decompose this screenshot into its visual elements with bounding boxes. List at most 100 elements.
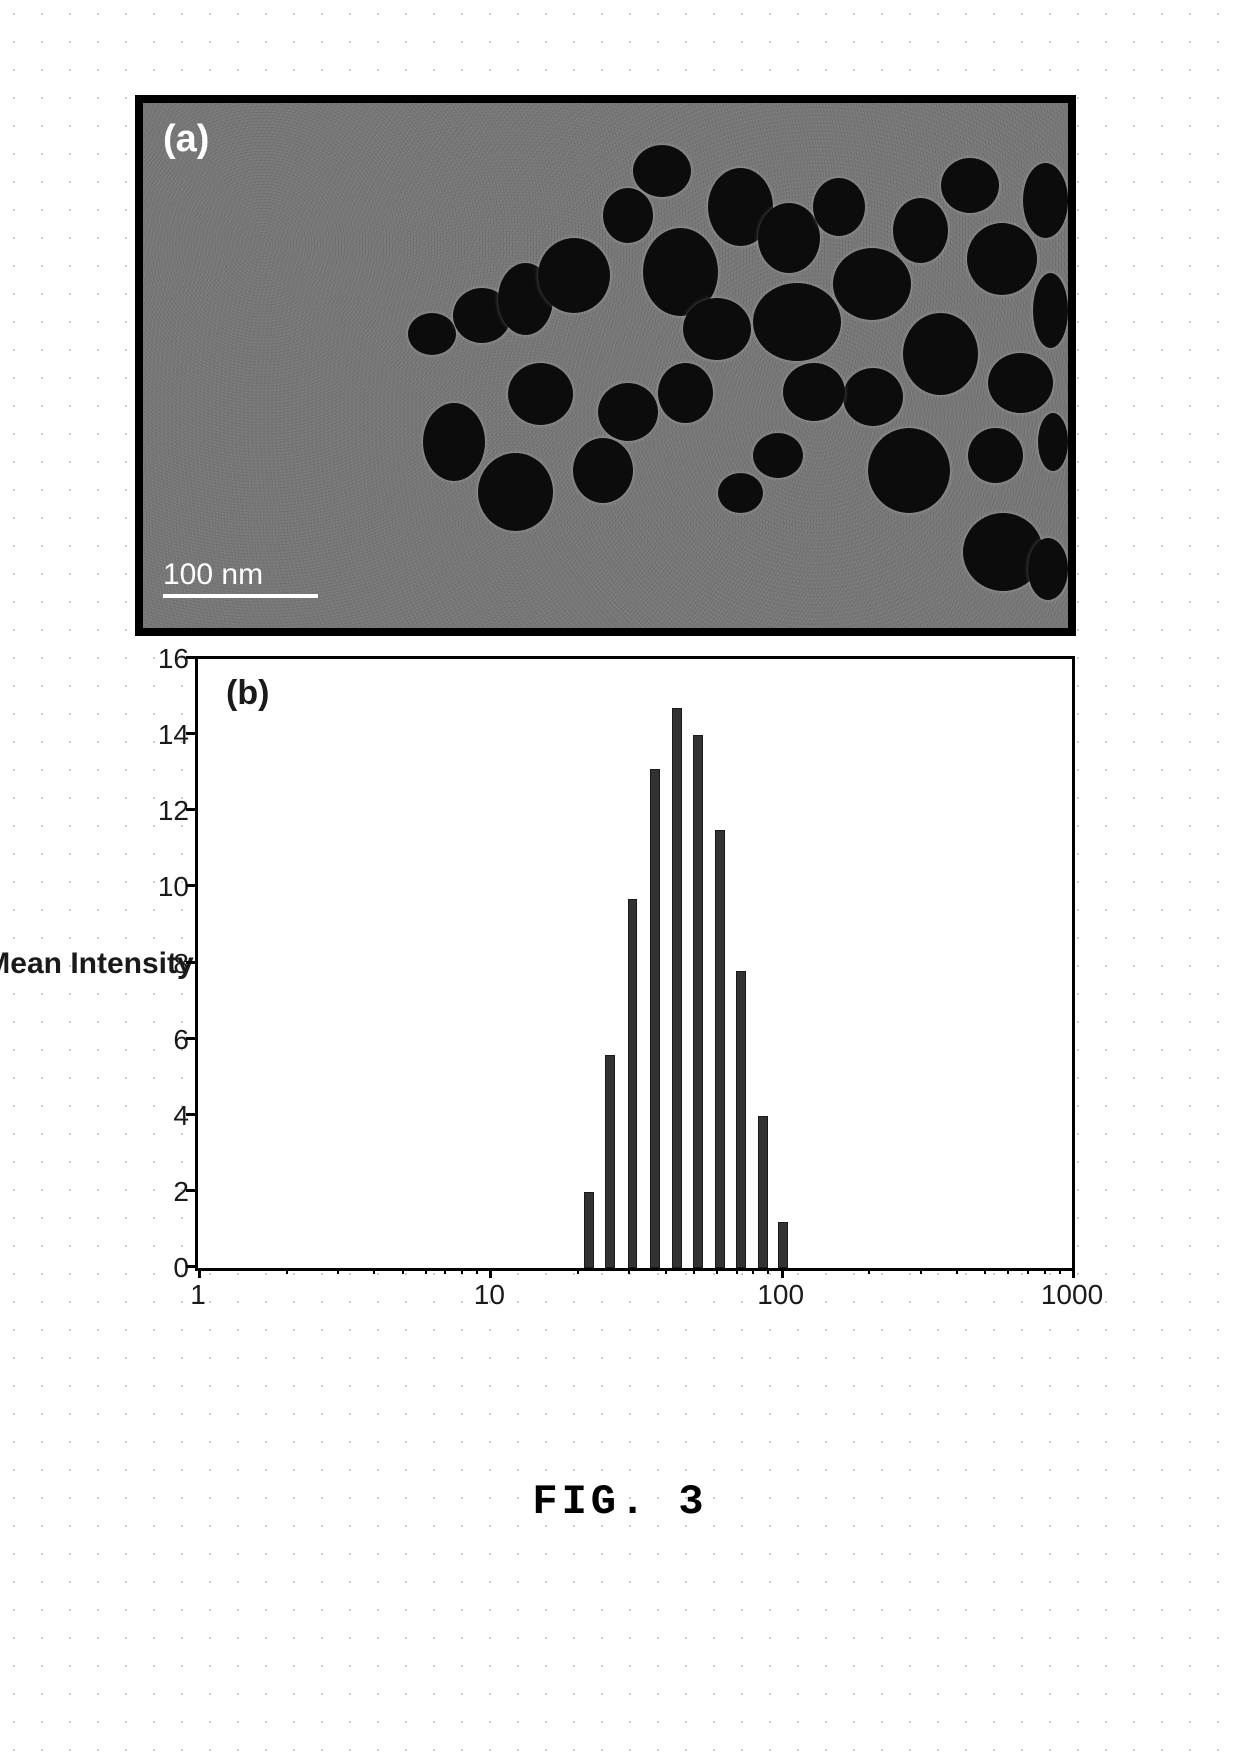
nanoparticle bbox=[753, 433, 803, 478]
nanoparticle bbox=[783, 363, 845, 421]
x-tick-label: 1000 bbox=[1041, 1279, 1103, 1311]
nanoparticle bbox=[1028, 538, 1068, 600]
tem-background bbox=[143, 103, 1068, 628]
nanoparticle bbox=[683, 298, 751, 360]
plot-area: (b) 0246810121416 1101001000 bbox=[195, 656, 1075, 1271]
x-tick-mark bbox=[198, 1268, 201, 1278]
histogram-bar bbox=[715, 830, 725, 1268]
panel-a-tem-image: (a) 100 nm bbox=[135, 95, 1076, 636]
x-tick-label: 10 bbox=[474, 1279, 505, 1311]
y-tick-mark bbox=[186, 1265, 196, 1268]
histogram-bar bbox=[650, 769, 660, 1268]
nanoparticle bbox=[967, 223, 1037, 295]
nanoparticle bbox=[538, 238, 610, 313]
x-minor-tick bbox=[1044, 1268, 1046, 1274]
y-tick-label: 2 bbox=[173, 1176, 189, 1208]
nanoparticle bbox=[941, 158, 999, 213]
y-tick-label: 10 bbox=[158, 871, 189, 903]
y-axis-ticks: 0246810121416 bbox=[148, 659, 193, 1268]
x-axis-ticks: 1101001000 bbox=[198, 1271, 1072, 1306]
nanoparticle bbox=[893, 198, 948, 263]
x-tick-mark bbox=[781, 1268, 784, 1278]
nanoparticle bbox=[598, 383, 658, 441]
y-tick-mark bbox=[186, 1113, 196, 1116]
nanoparticle bbox=[813, 178, 865, 236]
y-tick-mark bbox=[186, 1189, 196, 1192]
y-tick-label: 0 bbox=[173, 1252, 189, 1284]
x-minor-tick bbox=[693, 1268, 695, 1274]
nanoparticle bbox=[758, 203, 820, 273]
x-minor-tick bbox=[752, 1268, 754, 1274]
nanoparticle bbox=[633, 145, 691, 197]
x-minor-tick bbox=[628, 1268, 630, 1274]
y-tick-label: 4 bbox=[173, 1100, 189, 1132]
y-tick-mark bbox=[186, 808, 196, 811]
x-tick-mark bbox=[489, 1268, 492, 1278]
x-minor-tick bbox=[716, 1268, 718, 1274]
x-minor-tick bbox=[402, 1268, 404, 1274]
y-tick-label: 12 bbox=[158, 795, 189, 827]
x-minor-tick bbox=[1027, 1268, 1029, 1274]
nanoparticle bbox=[718, 473, 763, 513]
scale-bar-text: 100 nm bbox=[163, 558, 263, 591]
y-tick-mark bbox=[186, 884, 196, 887]
nanoparticle bbox=[753, 283, 841, 361]
x-minor-tick bbox=[286, 1268, 288, 1274]
scale-bar: 100 nm bbox=[163, 558, 318, 598]
histogram-bar bbox=[628, 899, 638, 1268]
nanoparticle bbox=[423, 403, 485, 481]
panel-b-histogram: Mean Intensity % (b) 0246810121416 11010… bbox=[135, 656, 1075, 1271]
nanoparticle bbox=[1038, 413, 1068, 471]
nanoparticle bbox=[658, 363, 713, 423]
nanoparticle bbox=[903, 313, 978, 395]
x-minor-tick bbox=[444, 1268, 446, 1274]
nanoparticle bbox=[508, 363, 573, 425]
nanoparticle bbox=[1033, 273, 1068, 348]
x-minor-tick bbox=[767, 1268, 769, 1274]
nanoparticle bbox=[408, 313, 456, 355]
nanoparticle bbox=[603, 188, 653, 243]
figure-container: (a) 100 nm Mean Intensity % (b) 02468101… bbox=[0, 0, 1240, 1271]
y-tick-mark bbox=[186, 1037, 196, 1040]
chart-wrapper: (b) 0246810121416 1101001000 bbox=[195, 656, 1075, 1271]
y-tick-label: 14 bbox=[158, 719, 189, 751]
y-tick-mark bbox=[186, 961, 196, 964]
x-minor-tick bbox=[736, 1268, 738, 1274]
x-minor-tick bbox=[665, 1268, 667, 1274]
x-minor-tick bbox=[1007, 1268, 1009, 1274]
histogram-bar bbox=[758, 1116, 768, 1268]
nanoparticle bbox=[1023, 163, 1068, 238]
x-minor-tick bbox=[1059, 1268, 1061, 1274]
x-minor-tick bbox=[337, 1268, 339, 1274]
figure-caption: FIG. 3 bbox=[532, 1478, 707, 1526]
x-minor-tick bbox=[577, 1268, 579, 1274]
panel-a-label: (a) bbox=[163, 118, 209, 161]
x-minor-tick bbox=[984, 1268, 986, 1274]
y-tick-label: 16 bbox=[158, 643, 189, 675]
x-minor-tick bbox=[868, 1268, 870, 1274]
nanoparticle bbox=[988, 353, 1053, 413]
nanoparticle bbox=[868, 428, 950, 513]
y-tick-mark bbox=[186, 656, 196, 659]
x-minor-tick bbox=[373, 1268, 375, 1274]
x-minor-tick bbox=[425, 1268, 427, 1274]
x-minor-tick bbox=[461, 1268, 463, 1274]
y-tick-label: 6 bbox=[173, 1024, 189, 1056]
nanoparticle bbox=[843, 368, 903, 426]
histogram-bar bbox=[693, 735, 703, 1268]
histogram-bar bbox=[584, 1192, 594, 1268]
x-tick-label: 100 bbox=[757, 1279, 804, 1311]
nanoparticle bbox=[833, 248, 911, 320]
histogram-bar bbox=[605, 1055, 615, 1268]
nanoparticle bbox=[478, 453, 553, 531]
histogram-bar bbox=[672, 708, 682, 1268]
y-tick-label: 8 bbox=[173, 948, 189, 980]
histogram-bars bbox=[198, 659, 1072, 1268]
nanoparticle bbox=[968, 428, 1023, 483]
x-tick-label: 1 bbox=[190, 1279, 206, 1311]
x-tick-mark bbox=[1072, 1268, 1075, 1278]
x-minor-tick bbox=[956, 1268, 958, 1274]
x-minor-tick bbox=[476, 1268, 478, 1274]
nanoparticle bbox=[573, 438, 633, 503]
histogram-bar bbox=[736, 971, 746, 1268]
